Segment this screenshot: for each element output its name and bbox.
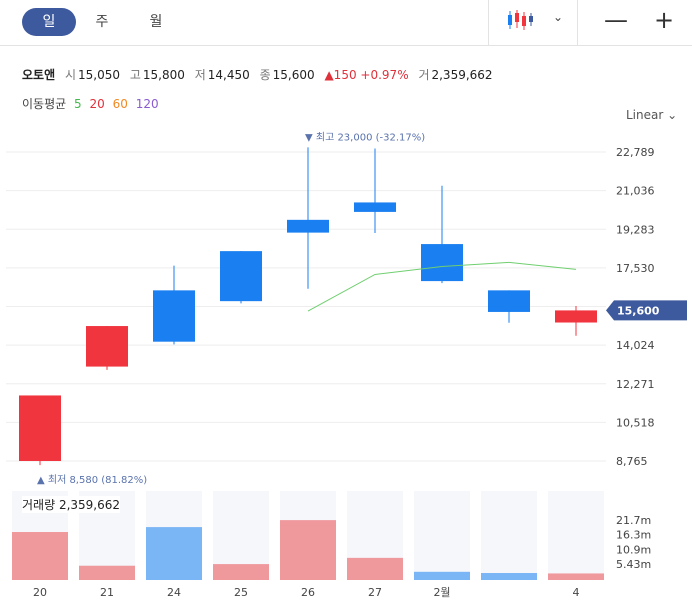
change-percent: +0.97%	[360, 68, 409, 82]
y-tick-label: 17,530	[616, 262, 655, 275]
date-label: 24	[167, 586, 181, 599]
ma-label: 이동평균	[22, 97, 67, 111]
candle-body	[555, 310, 597, 323]
volume-bar	[213, 564, 269, 580]
candle-body	[488, 290, 530, 312]
close-label: 종	[259, 68, 271, 82]
stock-summary: 오토앤 시 15,050 고 15,800 저 14,450 종 15,600 ▲150…	[22, 66, 499, 83]
candlestick-icon	[508, 10, 533, 30]
y-tick-label: 19,283	[616, 223, 655, 236]
high-label: 고	[129, 68, 141, 82]
volume-bar	[481, 573, 537, 580]
volume-title-label: 거래량	[22, 498, 56, 512]
candle-body	[354, 202, 396, 212]
volume-title: 거래량 2,359,662	[22, 496, 121, 513]
stock-name: 오토앤	[22, 68, 56, 82]
volume-bar	[280, 520, 336, 580]
candle-body	[19, 395, 61, 461]
close-value: 15,600	[272, 68, 315, 82]
ma-5[interactable]: 5	[74, 97, 82, 111]
chevron-down-icon: ⌄	[667, 108, 678, 122]
change-value: ▲150	[324, 68, 357, 82]
y-tick-label: 8,765	[616, 455, 648, 468]
current-price-label: 15,600	[617, 304, 660, 317]
tab-weekly[interactable]: 주	[95, 14, 109, 30]
ma-120[interactable]: 120	[135, 97, 159, 111]
scale-label: Linear	[626, 108, 664, 122]
volume-bar	[414, 571, 470, 580]
y-tick-label: 10,518	[616, 416, 655, 429]
y-tick-label: 22,789	[616, 146, 655, 159]
chart-type-select[interactable]: ⌄	[488, 0, 578, 46]
volume-bar	[12, 532, 68, 580]
volume-bg	[414, 491, 470, 580]
volume-title-value: 2,359,662	[58, 498, 121, 512]
volume-tick-label: 10.9m	[616, 543, 651, 556]
zoom-in-button[interactable]: +	[653, 6, 675, 34]
date-label: 21	[100, 586, 114, 599]
current-price-tag	[606, 300, 687, 321]
candle-body	[287, 219, 329, 233]
ma-20[interactable]: 20	[89, 97, 105, 111]
candle-body	[153, 290, 195, 342]
volume-bar	[79, 565, 135, 580]
tab-daily[interactable]: 일	[22, 8, 76, 36]
min-annotation: ▲ 최저 8,580 (81.82%)	[37, 474, 147, 486]
volume-tick-label: 5.43m	[616, 558, 651, 571]
volume-tick-label: 16.3m	[616, 529, 651, 542]
open-label: 시	[64, 68, 76, 82]
ma5-line	[307, 261, 577, 312]
candle-body	[220, 251, 262, 302]
volume-bg	[548, 491, 604, 580]
candle-body	[421, 244, 463, 282]
y-tick-label: 12,271	[616, 378, 655, 391]
low-value: 14,450	[207, 68, 250, 82]
date-label: 26	[301, 586, 315, 599]
volume-tick-label: 21.7m	[616, 514, 651, 527]
date-label: 4	[573, 586, 580, 599]
volume-label: 거	[418, 68, 430, 82]
scale-select[interactable]: Linear ⌄	[626, 108, 677, 122]
top-toolbar: 일 주 월 ⌄ — +	[0, 0, 692, 46]
volume-value: 2,359,662	[431, 68, 493, 82]
tab-monthly[interactable]: 월	[149, 14, 163, 30]
volume-bg	[481, 491, 537, 580]
y-tick-label: 14,024	[616, 339, 655, 352]
candle-body	[86, 326, 128, 367]
volume-bar	[548, 573, 604, 580]
volume-bar	[146, 527, 202, 580]
y-tick-label: 21,036	[616, 185, 655, 198]
date-label: 25	[234, 586, 248, 599]
date-label: 20	[33, 586, 47, 599]
high-value: 15,800	[142, 68, 185, 82]
date-label: 2월	[433, 586, 450, 599]
low-label: 저	[194, 68, 206, 82]
zoom-out-button[interactable]: —	[604, 6, 628, 34]
max-annotation: ▼ 최고 23,000 (-32.17%)	[305, 131, 425, 143]
open-value: 15,050	[78, 68, 120, 82]
ma-60[interactable]: 60	[112, 97, 128, 111]
volume-bar	[347, 557, 403, 580]
date-label: 27	[368, 586, 382, 599]
chevron-down-icon: ⌄	[553, 10, 564, 24]
moving-average-legend: 이동평균 5 20 60 120	[22, 95, 163, 112]
